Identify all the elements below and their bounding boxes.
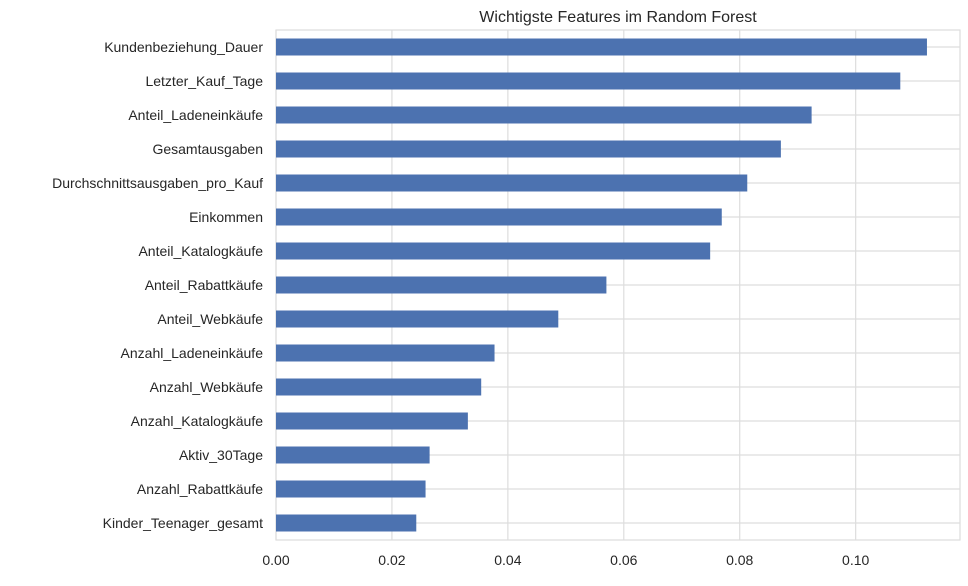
- bar-Einkommen: [276, 208, 722, 226]
- category-label: Letzter_Kauf_Tage: [145, 73, 263, 89]
- bar-Aktiv_30Tage: [276, 446, 430, 464]
- bar-Anzahl_Ladeneinkäufe: [276, 344, 495, 362]
- bar-Anteil_Webkäufe: [276, 310, 559, 328]
- bar-Anteil_Ladeneinkäufe: [276, 106, 812, 124]
- bar-Kundenbeziehung_Dauer: [276, 38, 927, 56]
- x-axis-tick-labels: 0.00 0.02 0.04 0.06 0.08 0.10: [262, 552, 869, 568]
- category-label: Anzahl_Katalogkäufe: [131, 413, 264, 429]
- category-label: Einkommen: [189, 209, 263, 225]
- bar-Anteil_Rabattkäufe: [276, 276, 607, 294]
- category-label: Anzahl_Ladeneinkäufe: [121, 345, 264, 361]
- category-label: Anteil_Ladeneinkäufe: [128, 107, 263, 123]
- bar-Kinder_Teenager_gesamt: [276, 514, 417, 532]
- category-label: Anteil_Rabattkäufe: [145, 277, 264, 293]
- category-label: Gesamtausgaben: [152, 141, 263, 157]
- category-label: Anzahl_Webkäufe: [150, 379, 264, 395]
- bar-Gesamtausgaben: [276, 140, 781, 158]
- bars: [276, 38, 927, 532]
- category-label: Kinder_Teenager_gesamt: [103, 515, 263, 531]
- category-label: Kundenbeziehung_Dauer: [104, 39, 263, 55]
- chart-title: Wichtigste Features im Random Forest: [479, 9, 757, 26]
- x-tick-label: 0.06: [610, 552, 637, 568]
- category-labels: Kundenbeziehung_Dauer Letzter_Kauf_Tage An…: [52, 39, 263, 531]
- bar-Anteil_Katalogkäufe: [276, 242, 711, 260]
- x-tick-label: 0.02: [378, 552, 405, 568]
- x-tick-label: 0.10: [842, 552, 869, 568]
- bar-Anzahl_Rabattkäufe: [276, 480, 426, 498]
- category-label: Anteil_Webkäufe: [157, 311, 263, 327]
- category-label: Aktiv_30Tage: [179, 447, 263, 463]
- bar-Durchschnittsausgaben_pro_Kauf: [276, 174, 748, 192]
- category-label: Anteil_Katalogkäufe: [138, 243, 263, 259]
- x-tick-label: 0.00: [262, 552, 289, 568]
- bar-Letzter_Kauf_Tage: [276, 72, 901, 90]
- x-tick-label: 0.08: [726, 552, 753, 568]
- bar-Anzahl_Webkäufe: [276, 378, 482, 396]
- category-label: Durchschnittsausgaben_pro_Kauf: [52, 175, 263, 191]
- bar-Anzahl_Katalogkäufe: [276, 412, 468, 430]
- category-label: Anzahl_Rabattkäufe: [137, 481, 263, 497]
- x-tick-label: 0.04: [494, 552, 521, 568]
